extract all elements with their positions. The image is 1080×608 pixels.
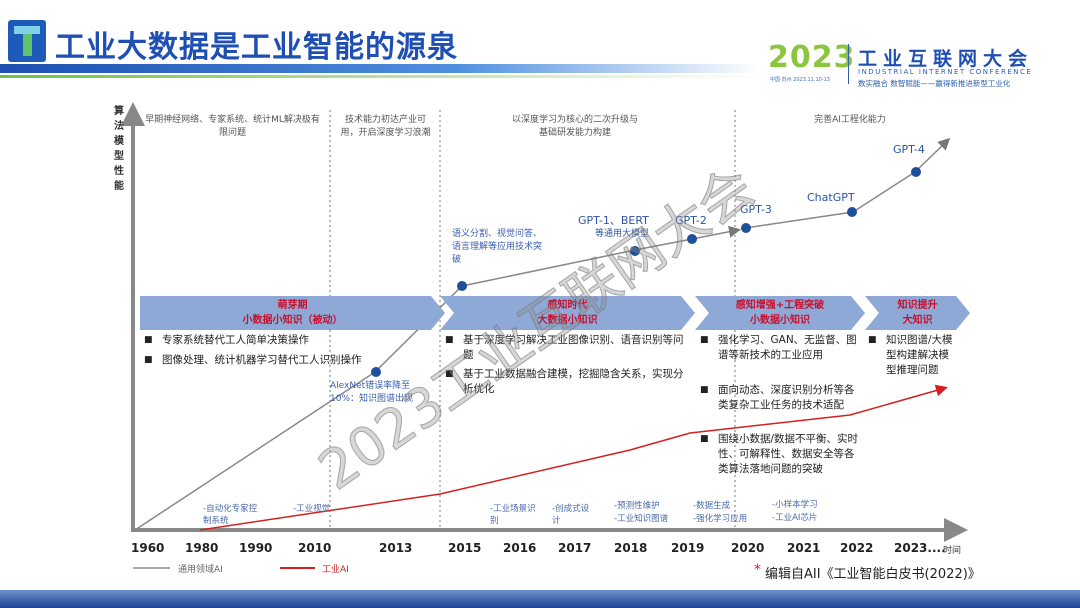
x-tick: 2020 [731,541,765,555]
era-note: 技术能力初达产业可用，开启深度学习浪潮 [340,115,431,138]
industrial-item: -强化学习应用 [693,514,748,524]
x-tick: 1980 [185,541,219,555]
industrial-item: -工业视觉 [293,504,331,514]
phase-title: 感知增强+工程突破 [735,300,825,311]
industrial-item: -工业场景识别 [490,504,536,526]
x-tick: 2017 [558,541,592,555]
x-tick: 2016 [503,541,537,555]
x-tick: 2010 [298,541,332,555]
x-tick: 1960 [131,541,165,555]
milestone-label-alexnet: AlexNet错误率降至10%：知识图谱出现 [330,381,414,404]
era-note: 早期神经网络、专家系统、统计ML解决极有限问题 [145,115,320,138]
phase-banner-2: 感知时代大数据小知识 [440,296,695,330]
milestone-gpt4 [911,167,921,177]
conference-name: 工业互联网大会 [858,48,1034,70]
phase-bullet: 图像处理、统计机器学习替代工人识别操作 [144,353,434,368]
milestone-label-semantic: 语义分割、视觉问答、语言理解等应用技术突破 [452,229,543,265]
industrial-ai-line [199,384,948,531]
milestone-label-chatgpt: ChatGPT [807,191,855,204]
conference-english: INDUSTRIAL INTERNET CONFERENCE [858,68,1033,76]
footer-bar [0,590,1080,608]
phase-title: 知识提升 [897,300,938,311]
milestone-semantic [457,281,467,291]
milestone-label-gpt4: GPT-4 [893,143,925,156]
conference-slogan: 数实融合 数智赋能——赢得新推进新型工业化 [858,79,1011,88]
industrial-item: -工业AI芯片 [772,513,818,523]
milestone-label-gpt3: GPT-3 [740,203,772,216]
conference-divider [848,44,849,84]
x-axis-label: 时间 [943,546,962,556]
milestone-alexnet [371,367,381,377]
phase-bullet: 基于深度学习解决工业图像识别、语音识别等问题 [445,333,685,363]
general-ai-line-2 [744,137,951,229]
y-axis-label: 算法模型性能 [114,106,124,192]
phase-bullet: 面向动态、深度识别分析等各类复杂工业任务的技术适配 [700,383,860,413]
source-note: 编辑自AII《工业智能白皮书(2022)》 [765,567,981,582]
milestone-chatgpt [847,207,857,217]
phase-bullet: 基于工业数据融合建模，挖掘隐含关系，实现分析优化 [445,367,685,397]
conference-dates: 中国·苏州 2023.11.10-13 [770,77,830,83]
general-ai-line [134,225,741,531]
conference-year: 2023 [768,40,856,75]
industrial-item: -预测性维护 [614,501,660,511]
milestone-label-gpt2: GPT-2 [675,214,707,227]
title-underline-bar [0,64,760,73]
x-tick: 2023.... [894,541,946,555]
milestone-gpt2 [687,234,697,244]
phase-subtitle: 大数据小知识 [537,315,598,326]
phase-subtitle: 大知识 [902,315,933,326]
legend-label-general: 通用领域AI [178,565,223,575]
phase-title: 感知时代 [547,300,588,311]
era-note: 以深度学习为核心的二次升级与基础研发能力构建 [511,115,638,138]
milestone-label-gpt1: GPT-1、BERT [578,214,649,227]
x-tick: 2022 [840,541,874,555]
phase-bullet: 强化学习、GAN、无监督、图谱等新技术的工业应用 [700,333,860,363]
era-note: 完善AI工程化能力 [814,115,886,125]
milestone-gpt3 [741,223,751,233]
phase-bullet: 专家系统替代工人简单决策操作 [144,333,434,348]
milestone-sublabel-gpt1: 等通用大模型 [595,229,650,239]
industrial-item: -工业知识图谱 [614,514,669,524]
phase-banner-3: 感知增强+工程突破 小数据小知识 [695,296,865,330]
x-tick: 1990 [239,541,273,555]
page-title: 工业大数据是工业智能的源泉 [55,30,458,65]
x-tick: 2013 [379,541,413,555]
x-tick: 2019 [671,541,705,555]
title-underline-green [0,75,760,78]
industrial-item: -创成式设计 [552,504,590,526]
x-tick: 2018 [614,541,648,555]
legend-label-industrial: 工业AI [322,565,349,575]
phase-banner-1: 萌芽期小数据小知识（被动） [140,296,445,330]
x-tick: 2021 [787,541,821,555]
phase-title: 萌芽期 [277,300,308,311]
phase-banner-4: 知识提升 大知识 [865,296,970,330]
milestone-gpt1 [630,246,640,256]
industrial-item: -数据生成 [693,501,731,511]
phase-subtitle: 小数据小知识（被动） [242,315,343,326]
industrial-item: -自动化专家控制系统 [203,504,258,526]
x-tick: 2015 [448,541,482,555]
source-star: * [754,562,761,578]
phase-bullet: 知识图谱/大模型构建解决模型推理问题 [868,333,958,378]
industrial-item: -小样本学习 [772,500,818,510]
phase-subtitle: 小数据小知识 [750,315,810,326]
phase-bullet: 围绕小数据/数据不平衡、实时性、可解释性、数据安全等各类算法落地问题的突破 [700,432,860,477]
brand-logo [8,20,46,62]
